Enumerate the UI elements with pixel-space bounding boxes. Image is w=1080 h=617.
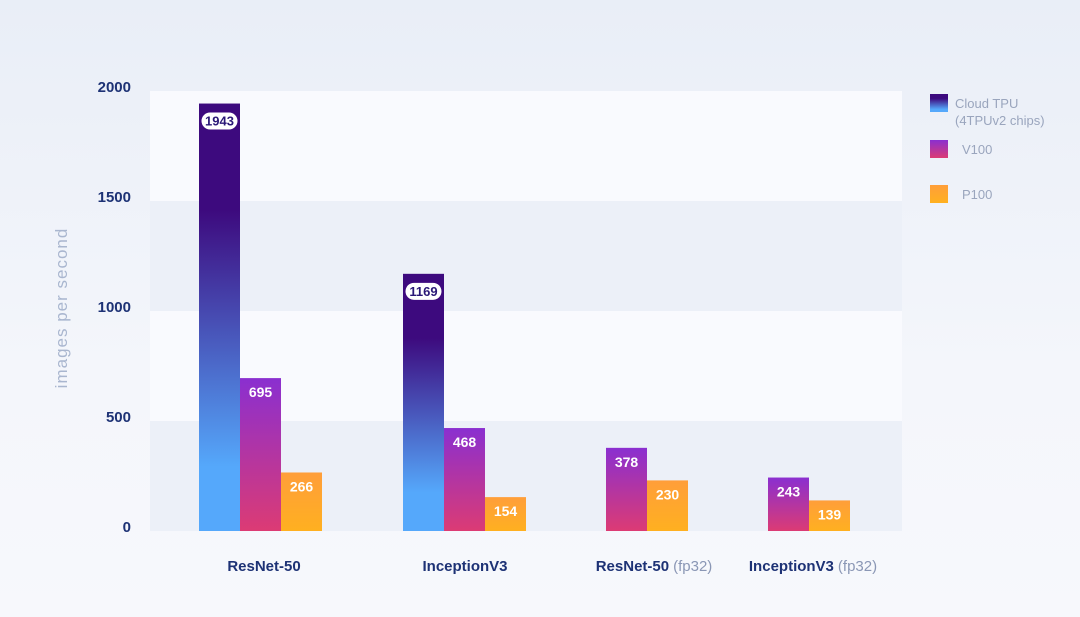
legend-swatch — [930, 140, 948, 158]
data-label: 243 — [777, 484, 801, 500]
data-label: 1169 — [409, 284, 437, 299]
data-label-pill — [405, 282, 442, 300]
bar-p100 — [281, 472, 322, 531]
legend-label: Cloud TPU — [955, 96, 1018, 111]
bar-p100 — [485, 497, 526, 531]
y-tick-label: 2000 — [98, 79, 131, 96]
legend: Cloud TPU (4TPUv2 chips) V100 P100 — [930, 94, 1045, 203]
data-label: 695 — [249, 384, 273, 400]
plot-bands — [150, 91, 902, 531]
bars: 1943 695 266 1169 468 154 378 230 243 139 — [199, 103, 850, 531]
y-tick-label: 500 — [106, 409, 131, 426]
y-tick-label: 0 — [123, 519, 131, 536]
y-tick-label: 1000 — [98, 299, 131, 316]
x-tick-label: InceptionV3 (fp32) — [749, 558, 877, 575]
x-axis-labels: ResNet-50 InceptionV3 ResNet-50 (fp32) Incep… — [227, 558, 877, 575]
plot-band — [150, 91, 902, 201]
legend-label: P100 — [962, 187, 992, 202]
y-axis-ticks: 0 500 1000 1500 2000 — [98, 79, 131, 536]
y-axis-label: images per second — [52, 228, 71, 389]
legend-swatch — [930, 94, 948, 112]
bar-v100 — [444, 428, 485, 531]
legend-label-line2: (4TPUv2 chips) — [955, 113, 1045, 128]
data-label: 266 — [290, 478, 314, 494]
x-tick-label: ResNet-50 (fp32) — [596, 558, 713, 575]
legend-label: V100 — [962, 142, 992, 157]
x-tick-label: InceptionV3 — [422, 558, 507, 575]
data-label: 230 — [656, 486, 680, 502]
bar-p100 — [647, 480, 688, 531]
bar-p100 — [809, 500, 850, 531]
bar-v100 — [768, 477, 809, 531]
data-label: 154 — [494, 503, 518, 519]
x-tick-label: ResNet-50 — [227, 558, 300, 575]
bar-v100 — [606, 447, 647, 531]
data-label: 378 — [615, 454, 639, 470]
y-tick-label: 1500 — [98, 189, 131, 206]
data-label: 468 — [453, 434, 477, 450]
bar-v100 — [240, 378, 281, 531]
bar-cloud-tpu — [403, 273, 444, 531]
bar-cloud-tpu — [199, 103, 240, 531]
data-label-pill — [201, 112, 238, 130]
data-label: 139 — [818, 506, 842, 522]
data-label: 1943 — [205, 114, 234, 129]
legend-swatch — [930, 185, 948, 203]
plot-band — [150, 201, 902, 311]
